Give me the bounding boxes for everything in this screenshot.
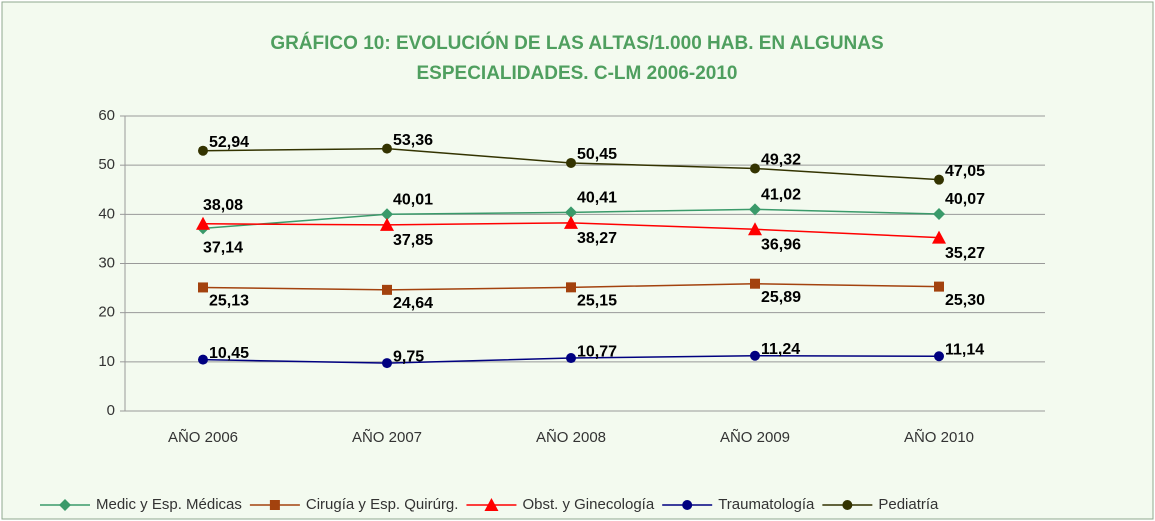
y-tick-label: 50 [98, 156, 115, 173]
marker [566, 353, 576, 364]
legend-marker [269, 500, 280, 510]
data-label: 38,27 [577, 230, 617, 247]
data-label: 49,32 [761, 152, 801, 169]
legend-label: Cirugía y Esp. Quirúrg. [306, 496, 459, 513]
legend-marker [842, 500, 853, 510]
marker [382, 358, 392, 369]
data-label: 40,01 [393, 192, 433, 209]
legend-marker [484, 498, 499, 511]
marker [198, 354, 208, 365]
marker [750, 278, 760, 289]
x-tick-label: AÑO 2009 [720, 429, 790, 446]
x-tick-label: AÑO 2006 [168, 429, 238, 446]
marker [748, 222, 762, 236]
legend-marker [682, 500, 693, 510]
marker [380, 217, 394, 231]
chart-title: GRÁFICO 10: EVOLUCIÓN DE LAS ALTAS/1.000… [270, 32, 883, 54]
data-label: 25,30 [945, 292, 985, 309]
y-tick-label: 40 [98, 205, 115, 222]
y-tick-label: 0 [107, 402, 115, 419]
legend-label: Obst. y Ginecología [522, 496, 654, 513]
marker [382, 143, 392, 154]
data-label: 41,02 [761, 187, 801, 204]
data-label: 37,85 [393, 232, 433, 249]
legend-label: Traumatología [718, 496, 815, 513]
marker [934, 281, 944, 292]
marker [564, 215, 578, 229]
x-tick-label: AÑO 2008 [536, 429, 606, 446]
marker [198, 145, 208, 156]
marker [198, 282, 208, 293]
marker [932, 230, 946, 244]
marker [934, 351, 944, 362]
marker [566, 282, 576, 293]
data-label: 38,08 [203, 197, 243, 214]
data-label: 24,64 [393, 295, 433, 312]
x-tick-label: AÑO 2010 [904, 429, 974, 446]
data-label: 9,75 [393, 348, 424, 365]
marker [934, 174, 944, 185]
marker [566, 157, 576, 168]
data-label: 11,14 [945, 341, 984, 358]
data-label: 40,07 [945, 191, 985, 208]
data-label: 36,96 [761, 236, 801, 253]
data-label: 25,15 [577, 293, 617, 310]
marker [565, 206, 577, 219]
data-label: 10,77 [577, 343, 617, 360]
y-tick-label: 60 [98, 107, 115, 124]
data-label: 53,36 [393, 132, 433, 149]
data-label: 50,45 [577, 146, 617, 163]
x-tick-label: AÑO 2007 [352, 429, 422, 446]
marker [749, 203, 761, 216]
marker [196, 216, 210, 230]
data-label: 40,41 [577, 190, 617, 207]
marker [381, 208, 393, 221]
y-tick-label: 30 [98, 254, 115, 271]
y-tick-label: 20 [98, 304, 115, 321]
legend-label: Pediatría [878, 496, 939, 513]
data-label: 35,27 [945, 245, 985, 262]
marker [933, 207, 945, 220]
legend-label: Medic y Esp. Médicas [96, 496, 242, 513]
marker [750, 163, 760, 174]
y-tick-label: 10 [98, 353, 115, 370]
marker [382, 284, 392, 295]
data-label: 37,14 [203, 240, 243, 257]
data-label: 47,05 [945, 163, 985, 180]
data-label: 10,45 [209, 345, 249, 362]
data-label: 11,24 [761, 341, 800, 358]
data-label: 25,13 [209, 293, 249, 310]
data-label: 25,89 [761, 289, 801, 306]
marker [750, 350, 760, 361]
legend-marker [59, 499, 71, 511]
data-label: 52,94 [209, 134, 249, 151]
chart-title: ESPECIALIDADES. C-LM 2006-2010 [417, 63, 738, 84]
